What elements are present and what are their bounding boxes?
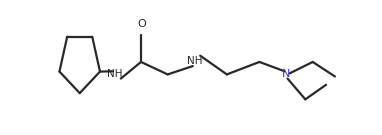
Text: N: N xyxy=(282,69,290,79)
Text: NH: NH xyxy=(107,69,122,79)
Text: NH: NH xyxy=(186,56,202,66)
Text: O: O xyxy=(138,19,146,29)
